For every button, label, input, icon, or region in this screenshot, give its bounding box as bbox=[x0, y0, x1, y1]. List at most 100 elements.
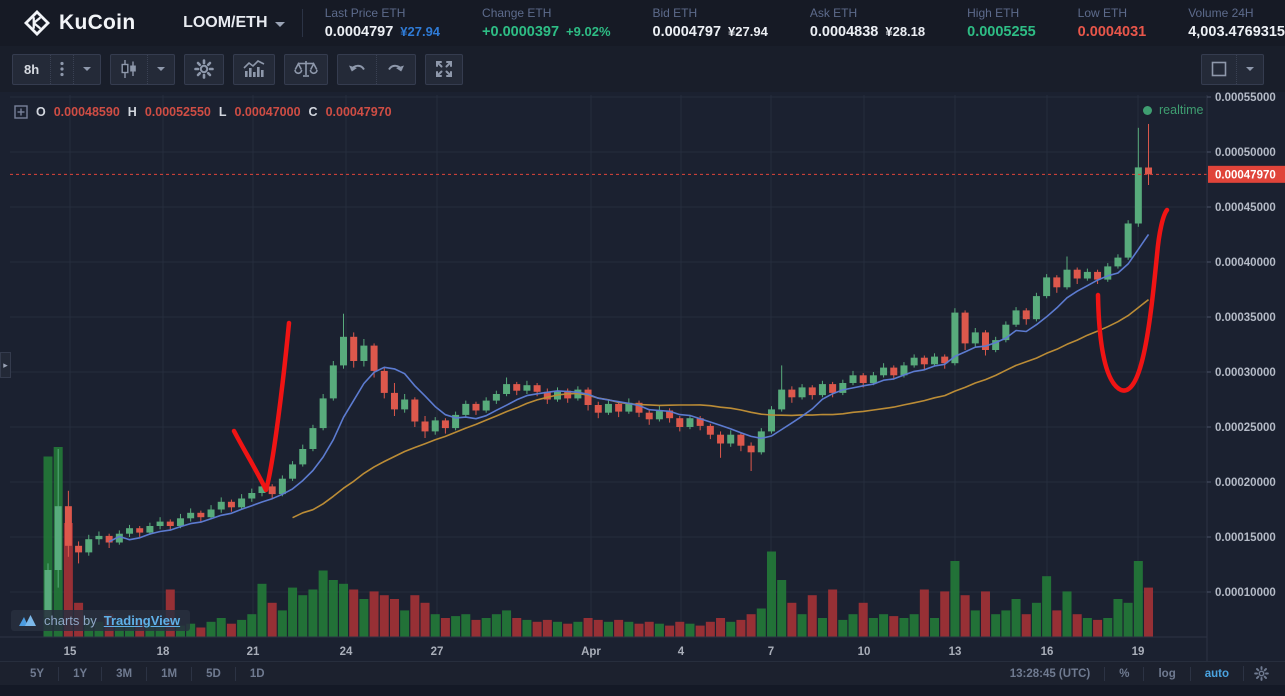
volume-bar[interactable] bbox=[175, 625, 185, 637]
volume-bar[interactable] bbox=[960, 595, 970, 637]
indicators-button[interactable] bbox=[233, 53, 276, 85]
volume-bar[interactable] bbox=[665, 625, 675, 637]
volume-bar[interactable] bbox=[766, 551, 776, 638]
candle[interactable] bbox=[798, 387, 806, 398]
candle[interactable] bbox=[431, 420, 439, 432]
volume-bar[interactable] bbox=[817, 618, 827, 637]
chart-canvas[interactable]: 0.00055000 0.00050000 0.00045000 0.00040000… bbox=[0, 92, 1285, 661]
volume-bar[interactable] bbox=[940, 591, 950, 637]
candle[interactable] bbox=[156, 521, 164, 526]
volume-bar[interactable] bbox=[614, 619, 624, 637]
candle[interactable] bbox=[1053, 277, 1061, 288]
candle[interactable] bbox=[85, 539, 93, 553]
volume-bar[interactable] bbox=[746, 614, 756, 637]
candle[interactable] bbox=[941, 356, 949, 364]
candle[interactable] bbox=[370, 345, 378, 371]
candle[interactable] bbox=[176, 518, 184, 526]
candle[interactable] bbox=[767, 409, 775, 432]
volume-bar[interactable] bbox=[471, 619, 481, 637]
candle[interactable] bbox=[227, 501, 235, 508]
volume-bar[interactable] bbox=[349, 589, 359, 638]
volume-bar[interactable] bbox=[930, 618, 940, 637]
volume-bar[interactable] bbox=[950, 561, 960, 637]
auto-scale-toggle[interactable]: auto bbox=[1189, 666, 1243, 681]
volume-bar[interactable] bbox=[328, 580, 338, 637]
volume-bar[interactable] bbox=[339, 583, 349, 637]
candle[interactable] bbox=[319, 398, 327, 429]
volume-bar[interactable] bbox=[308, 589, 318, 638]
volume-bar[interactable] bbox=[1133, 561, 1143, 637]
candle[interactable] bbox=[645, 412, 653, 420]
volume-bar[interactable] bbox=[1031, 602, 1041, 637]
volume-bar[interactable] bbox=[675, 621, 685, 637]
volume-bar[interactable] bbox=[858, 602, 868, 637]
candle[interactable] bbox=[1073, 269, 1081, 279]
candle[interactable] bbox=[1124, 223, 1132, 258]
fullscreen-button[interactable] bbox=[425, 53, 464, 85]
candle[interactable] bbox=[329, 365, 337, 399]
candle[interactable] bbox=[64, 506, 72, 546]
candle[interactable] bbox=[666, 410, 674, 419]
volume-bar[interactable] bbox=[1113, 599, 1123, 637]
candle[interactable] bbox=[136, 528, 144, 533]
candle[interactable] bbox=[75, 545, 83, 553]
candle[interactable] bbox=[146, 526, 154, 533]
candle[interactable] bbox=[421, 421, 429, 432]
volume-bar[interactable] bbox=[797, 614, 807, 637]
candle[interactable] bbox=[166, 521, 174, 526]
candle[interactable] bbox=[890, 367, 898, 376]
candle[interactable] bbox=[207, 509, 215, 518]
volume-bar[interactable] bbox=[654, 623, 664, 637]
volume-bar[interactable] bbox=[644, 621, 654, 637]
settings-button[interactable] bbox=[184, 53, 225, 85]
candle[interactable] bbox=[44, 570, 52, 618]
candle[interactable] bbox=[594, 405, 602, 413]
layout-button[interactable] bbox=[1202, 55, 1236, 84]
candle[interactable] bbox=[849, 375, 857, 383]
candle[interactable] bbox=[625, 402, 633, 412]
candle[interactable] bbox=[1063, 269, 1071, 288]
volume-bar[interactable] bbox=[1082, 618, 1092, 637]
volume-bar[interactable] bbox=[318, 570, 328, 638]
candle[interactable] bbox=[604, 403, 612, 413]
volume-bar[interactable] bbox=[277, 610, 287, 637]
volume-bar[interactable] bbox=[1144, 587, 1154, 637]
tradingview-link[interactable]: TradingView bbox=[103, 613, 181, 628]
volume-bar[interactable] bbox=[1042, 576, 1052, 637]
volume-bar[interactable] bbox=[624, 621, 634, 637]
volume-bar[interactable] bbox=[226, 623, 236, 637]
candle[interactable] bbox=[1002, 324, 1010, 341]
candle[interactable] bbox=[696, 418, 704, 426]
volume-bar[interactable] bbox=[430, 614, 440, 637]
volume-bar[interactable] bbox=[216, 618, 226, 637]
volume-bar[interactable] bbox=[410, 595, 420, 637]
volume-bar[interactable] bbox=[440, 618, 450, 637]
candle[interactable] bbox=[808, 387, 816, 396]
candle[interactable] bbox=[543, 391, 551, 400]
percent-scale-toggle[interactable]: % bbox=[1104, 666, 1143, 681]
volume-bar[interactable] bbox=[155, 625, 165, 637]
volume-bar[interactable] bbox=[481, 618, 491, 637]
candle[interactable] bbox=[961, 312, 969, 344]
volume-bar[interactable] bbox=[553, 621, 562, 637]
candle[interactable] bbox=[197, 512, 205, 518]
candle[interactable] bbox=[747, 445, 755, 453]
kucoin-brand[interactable]: KuCoin bbox=[0, 10, 183, 36]
volume-bar[interactable] bbox=[369, 591, 379, 637]
volume-bar[interactable] bbox=[970, 610, 980, 637]
volume-bar[interactable] bbox=[583, 618, 593, 637]
volume-bar[interactable] bbox=[1103, 618, 1113, 637]
volume-bar[interactable] bbox=[838, 619, 848, 637]
volume-bar[interactable] bbox=[695, 625, 705, 637]
volume-bar[interactable] bbox=[247, 614, 257, 637]
volume-bar[interactable] bbox=[186, 623, 196, 637]
candle[interactable] bbox=[757, 431, 765, 453]
pair-selector[interactable]: LOOM/ETH bbox=[183, 14, 292, 32]
volume-bar[interactable] bbox=[379, 595, 389, 637]
candle[interactable] bbox=[411, 399, 419, 422]
candle[interactable] bbox=[238, 498, 246, 508]
candle[interactable] bbox=[920, 357, 928, 365]
candle[interactable] bbox=[829, 384, 837, 393]
volume-bar[interactable] bbox=[491, 614, 501, 637]
candle[interactable] bbox=[258, 486, 266, 493]
